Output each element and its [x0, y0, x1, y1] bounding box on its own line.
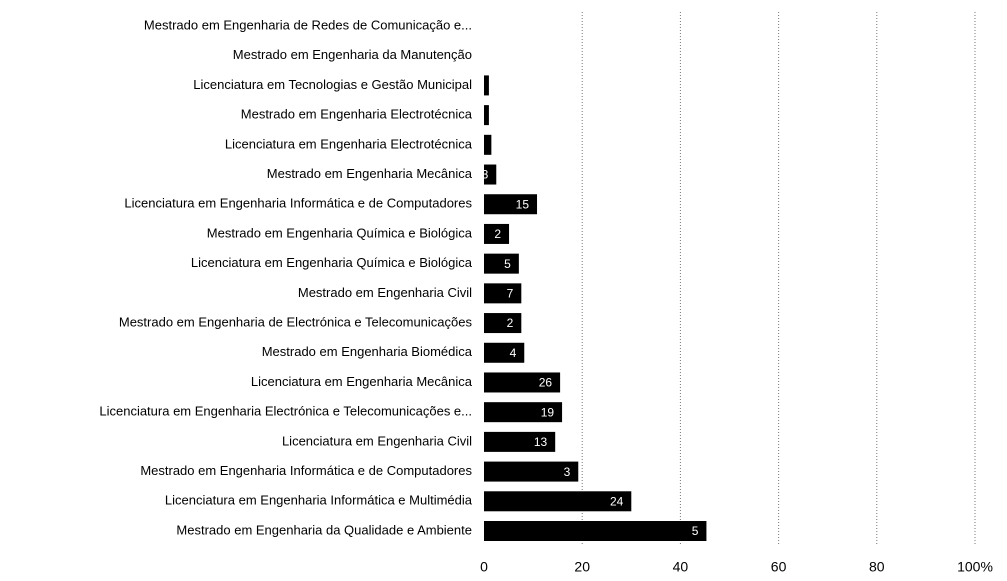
data-label: 3 — [482, 168, 489, 182]
bar — [484, 253, 519, 274]
y-tick-label: Licenciatura em Engenharia Química e Bio… — [191, 255, 473, 270]
bar — [484, 75, 489, 96]
x-tick-label: 100% — [957, 559, 993, 575]
data-label: 2 — [494, 227, 501, 241]
y-tick-label: Licenciatura em Engenharia Civil — [282, 433, 472, 448]
bar — [484, 491, 632, 512]
y-tick-label: Licenciatura em Engenharia Mecânica — [251, 374, 473, 389]
data-label: 5 — [692, 524, 699, 538]
bar — [484, 521, 707, 541]
y-tick-label: Mestrado em Engenharia da Qualidade e Am… — [176, 522, 472, 537]
y-tick-label: Mestrado em Engenharia de Electrónica e … — [119, 314, 473, 329]
bar — [484, 164, 497, 185]
data-label: 7 — [507, 287, 514, 301]
bar — [484, 372, 561, 393]
bar — [484, 342, 525, 363]
data-label: 26 — [539, 376, 553, 390]
data-label: 15 — [516, 197, 530, 211]
bar — [484, 194, 538, 215]
y-tick-label: Mestrado em Engenharia Informática e de … — [140, 463, 472, 478]
y-tick-label: Mestrado em Engenharia da Manutenção — [233, 47, 472, 62]
bar — [484, 431, 556, 452]
y-tick-label: Mestrado em Engenharia Química e Biológi… — [207, 225, 473, 240]
y-tick-label: Licenciatura em Engenharia Electrónica e… — [99, 404, 472, 419]
y-tick-label: Mestrado em Engenharia Civil — [298, 285, 472, 300]
x-tick-label: 20 — [574, 559, 590, 575]
data-label: 13 — [534, 435, 548, 449]
y-tick-label: Mestrado em Engenharia de Redes de Comun… — [144, 17, 472, 32]
x-tick-label: 60 — [771, 559, 787, 575]
data-label: 4 — [510, 346, 517, 360]
data-label: 6 — [477, 138, 484, 152]
y-tick-label: Licenciatura em Engenharia Electrotécnic… — [225, 136, 473, 151]
data-label: 3 — [564, 465, 571, 479]
bar — [484, 105, 489, 126]
y-tick-label: Licenciatura em Engenharia Informática e… — [124, 196, 472, 211]
data-label: 2 — [507, 316, 514, 330]
bar — [484, 223, 510, 244]
bar — [484, 283, 522, 304]
bar — [484, 461, 579, 482]
data-label: 24 — [610, 494, 624, 508]
x-tick-label: 80 — [869, 559, 885, 575]
y-tick-label: Mestrado em Engenharia Electrotécnica — [241, 107, 473, 122]
y-tick-label: Mestrado em Engenharia Biomédica — [262, 344, 473, 359]
y-tick-label: Licenciatura em Tecnologias e Gestão Mun… — [193, 77, 472, 92]
data-label: 5 — [504, 257, 511, 271]
x-tick-label: 0 — [480, 559, 488, 575]
y-tick-label: Licenciatura em Engenharia Informática e… — [165, 493, 473, 508]
bar — [484, 313, 522, 334]
data-label: 2 — [474, 79, 481, 93]
data-label: 3 — [474, 108, 481, 122]
x-tick-label: 40 — [673, 559, 689, 575]
bar — [484, 134, 492, 155]
bar — [484, 402, 563, 423]
data-label: 19 — [541, 405, 555, 419]
y-tick-label: Mestrado em Engenharia Mecânica — [267, 166, 473, 181]
